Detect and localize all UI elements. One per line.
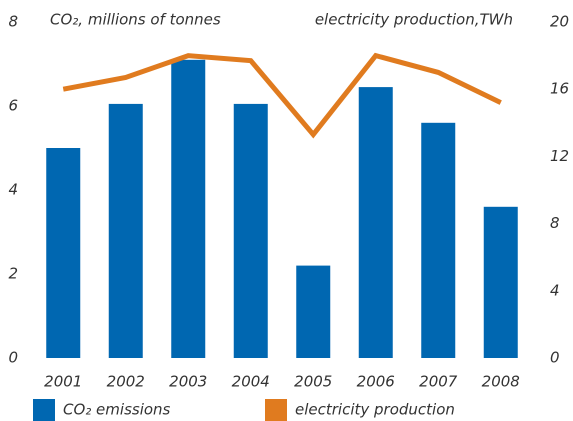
bar	[421, 122, 456, 358]
y-axis-label: CO₂, millions of tonnes	[50, 11, 221, 29]
bar	[233, 103, 268, 359]
bar	[46, 148, 81, 358]
y2-axis-label: electricity production,TWh	[315, 11, 513, 29]
y2-tick-label: 16	[550, 80, 569, 98]
bar	[171, 59, 206, 359]
x-tick-label: 2005	[294, 373, 332, 391]
y-tick-label: 2	[8, 265, 18, 283]
y-tick-label: 8	[8, 13, 18, 31]
bar	[483, 206, 518, 358]
legend-label: electricity production	[295, 401, 455, 419]
x-tick-label: 2008	[482, 373, 520, 391]
y-tick-label: 6	[8, 97, 18, 115]
bar	[358, 87, 393, 358]
x-tick-label: 2007	[419, 373, 458, 391]
legend-swatch	[33, 399, 55, 421]
y-tick-label: 4	[8, 181, 18, 199]
bar	[296, 265, 331, 358]
legend-swatch	[265, 399, 287, 421]
y2-tick-label: 8	[550, 214, 560, 232]
x-tick-label: 2004	[232, 373, 270, 391]
x-tick-label: 2002	[107, 373, 145, 391]
y2-tick-label: 20	[550, 13, 569, 31]
y2-tick-label: 12	[550, 147, 569, 165]
line	[62, 52, 502, 139]
x-tick-label: 2006	[357, 373, 395, 391]
bar	[108, 103, 143, 359]
y2-tick-label: 0	[550, 349, 560, 367]
legend-label: CO₂ emissions	[63, 401, 171, 419]
x-tick-label: 2001	[44, 373, 82, 391]
x-tick-label: 2003	[169, 373, 207, 391]
y-tick-label: 0	[8, 349, 18, 367]
y2-tick-label: 4	[550, 281, 560, 299]
